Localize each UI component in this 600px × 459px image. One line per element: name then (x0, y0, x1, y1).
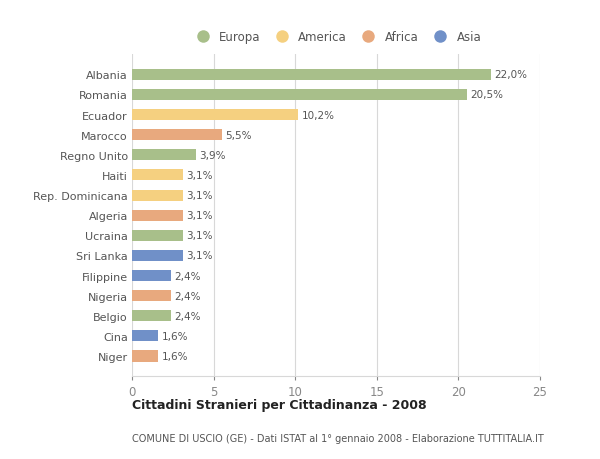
Bar (132, 330, 158, 341)
Bar (132, 210, 182, 221)
Text: 1,6%: 1,6% (161, 331, 188, 341)
Text: 3,1%: 3,1% (186, 190, 212, 201)
Bar (132, 90, 467, 101)
Bar (132, 311, 171, 322)
Text: 2,4%: 2,4% (175, 271, 201, 281)
Bar (132, 230, 182, 241)
Text: 3,1%: 3,1% (186, 171, 212, 180)
Text: 1,6%: 1,6% (161, 351, 188, 361)
Text: Cittadini Stranieri per Cittadinanza - 2008: Cittadini Stranieri per Cittadinanza - 2… (132, 398, 427, 412)
Bar (132, 170, 182, 181)
Text: 3,1%: 3,1% (186, 251, 212, 261)
Bar (132, 110, 298, 121)
Bar (132, 270, 171, 281)
Text: 22,0%: 22,0% (494, 70, 527, 80)
Text: 5,5%: 5,5% (225, 130, 251, 140)
Text: 2,4%: 2,4% (175, 311, 201, 321)
Text: 3,9%: 3,9% (199, 151, 226, 161)
Text: 2,4%: 2,4% (175, 291, 201, 301)
Bar (132, 130, 222, 141)
Bar (132, 190, 182, 201)
Text: 10,2%: 10,2% (302, 110, 335, 120)
Text: 3,1%: 3,1% (186, 211, 212, 221)
Legend: Europa, America, Africa, Asia: Europa, America, Africa, Asia (188, 29, 484, 46)
Text: 3,1%: 3,1% (186, 231, 212, 241)
Bar (132, 150, 196, 161)
Bar (132, 351, 158, 362)
Bar (132, 291, 171, 302)
Text: 20,5%: 20,5% (470, 90, 503, 100)
Text: COMUNE DI USCIO (GE) - Dati ISTAT al 1° gennaio 2008 - Elaborazione TUTTITALIA.I: COMUNE DI USCIO (GE) - Dati ISTAT al 1° … (132, 433, 544, 442)
Bar (132, 70, 491, 81)
Bar (132, 250, 182, 262)
